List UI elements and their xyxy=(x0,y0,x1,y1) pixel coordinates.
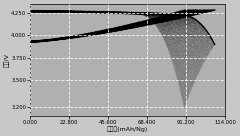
X-axis label: 比容量(mAh/Ng): 比容量(mAh/Ng) xyxy=(107,126,148,132)
Y-axis label: 电压/V: 电压/V xyxy=(4,53,10,67)
